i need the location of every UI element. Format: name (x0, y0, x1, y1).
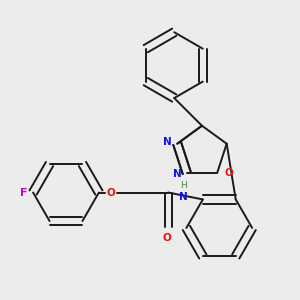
Text: O: O (162, 233, 171, 243)
Text: N: N (173, 169, 182, 179)
Text: H: H (180, 181, 187, 190)
Text: O: O (107, 188, 116, 197)
Text: F: F (20, 188, 28, 197)
Text: O: O (224, 168, 233, 178)
Text: N: N (163, 137, 172, 147)
Text: N: N (179, 192, 188, 203)
